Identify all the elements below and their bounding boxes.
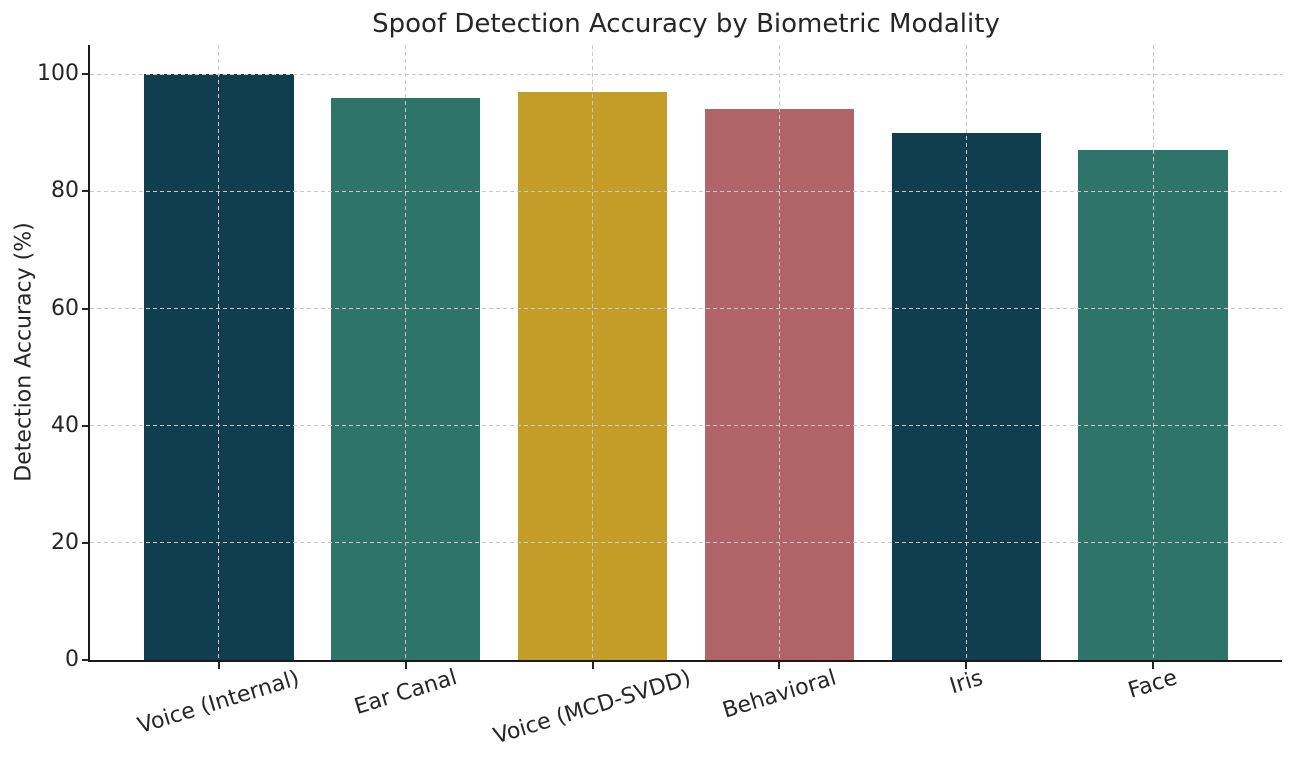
y-tick-label: 80	[51, 178, 79, 204]
x-tick-label: Voice (MCD-SVDD)	[490, 665, 694, 750]
y-tick-label: 100	[37, 61, 79, 87]
y-tick-mark	[82, 190, 90, 193]
y-tick-mark	[82, 73, 90, 76]
x-gridline	[965, 45, 967, 660]
x-gridline	[218, 45, 220, 660]
y-tick-label: 0	[65, 647, 79, 672]
y-tick-mark	[82, 659, 90, 661]
x-tick-label: Ear Canal	[351, 665, 460, 721]
x-tick-label: Behavioral	[719, 665, 840, 724]
x-tick-mark	[965, 662, 968, 669]
x-gridline	[405, 45, 407, 660]
x-tick-mark	[778, 662, 781, 669]
y-tick-mark	[82, 541, 90, 544]
x-gridline	[1152, 45, 1154, 660]
x-tick-mark	[591, 662, 594, 669]
y-gridline	[90, 190, 1282, 192]
y-tick-mark	[82, 307, 90, 310]
x-gridline	[778, 45, 780, 660]
x-tick-label: Iris	[946, 665, 986, 700]
x-tick-mark	[404, 662, 407, 669]
chart-title: Spoof Detection Accuracy by Biometric Mo…	[372, 9, 1000, 39]
x-tick-label: Voice (Internal)	[134, 665, 303, 739]
x-tick-mark	[1152, 662, 1155, 669]
y-tick-mark	[82, 424, 90, 427]
y-gridline	[90, 308, 1282, 310]
x-axis-spine	[88, 660, 1282, 662]
x-gridline	[592, 45, 594, 660]
x-tick-label: Face	[1125, 665, 1181, 705]
y-tick-label: 20	[51, 529, 79, 555]
y-gridline	[90, 425, 1282, 427]
y-gridline	[90, 73, 1282, 75]
y-axis-spine	[88, 45, 90, 662]
x-tick-mark	[217, 662, 220, 669]
y-gridline	[90, 542, 1282, 544]
y-tick-label: 40	[51, 412, 79, 438]
y-tick-label: 60	[51, 295, 79, 321]
